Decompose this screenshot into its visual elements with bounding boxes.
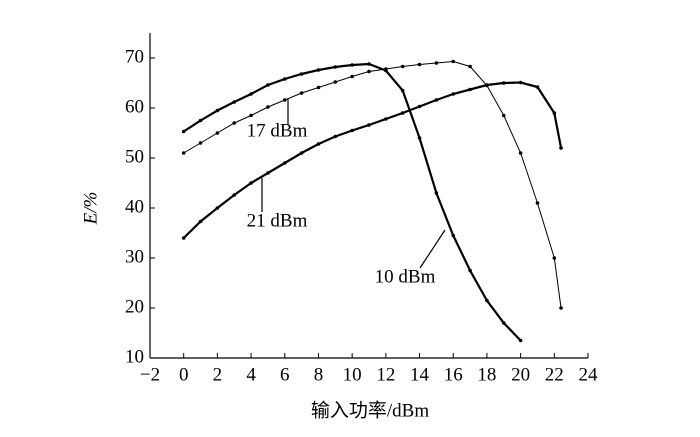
series-line [182,81,563,239]
y-tick-label: 30 [125,246,144,267]
x-tick-label: 8 [314,364,324,385]
point [266,105,270,109]
point [198,141,203,145]
point [333,134,338,139]
x-tick-label: 12 [376,364,395,385]
point [266,83,270,87]
point [535,85,540,89]
point [367,69,371,74]
leader-line [419,229,446,269]
series-label: 10 dBm [375,266,436,287]
point [485,298,489,303]
point [333,80,338,84]
point [249,92,253,96]
point [282,161,287,165]
point [434,191,439,195]
point [451,59,456,64]
point [181,236,186,240]
point [485,83,489,87]
x-tick-label: −2 [140,364,160,385]
point [350,74,354,79]
x-tick-label: 22 [545,364,564,385]
point [249,181,253,185]
point [468,87,472,92]
point [333,65,338,69]
point [316,85,321,90]
point [518,151,523,155]
series-line [183,62,522,342]
y-tick-label: 20 [125,296,144,317]
series-label: 17 dBm [247,120,308,141]
y-axis-label: E/% [80,192,101,226]
point [400,111,405,115]
point [501,81,506,85]
point [552,256,557,260]
point [535,201,540,205]
point [559,306,563,310]
x-tick-label: 0 [179,364,189,385]
x-tick-label: 24 [579,364,599,385]
x-tick-label: 16 [444,364,463,385]
y-tick-label: 60 [125,96,144,117]
point [417,62,422,67]
point [282,77,287,81]
point [417,104,422,109]
y-tick-label: 70 [125,46,144,67]
point [468,268,472,273]
point [215,131,220,135]
point [451,92,456,96]
point [232,121,237,125]
point [384,117,388,121]
point [215,206,220,210]
point [198,118,203,123]
point [501,113,506,118]
x-tick-label: 20 [511,364,530,385]
point [451,233,456,238]
point [434,61,439,65]
point [350,63,354,67]
series-label: 21 dBm [247,210,308,231]
point [559,146,563,150]
x-axis-label: 输入功率/dBm [311,399,429,421]
y-tick-label: 10 [125,346,144,367]
point [367,62,371,66]
point [299,151,304,155]
y-tick-label: 50 [125,146,144,167]
point [552,111,557,115]
point [468,64,472,69]
point [266,171,270,175]
x-tick-label: 10 [343,364,362,385]
point [316,68,321,72]
point [181,151,186,155]
x-tick-label: 18 [477,364,496,385]
point [282,98,287,102]
series-line [183,60,562,309]
point [232,193,237,197]
point [249,113,253,118]
point [299,91,304,95]
point [384,67,388,71]
point [367,123,371,127]
point [400,64,405,69]
point [434,98,439,102]
x-tick-label: 14 [410,364,430,385]
point [518,80,523,85]
point [501,321,506,325]
point [316,142,321,146]
point [417,136,422,140]
point [198,219,203,224]
point [215,108,220,113]
y-tick-label: 40 [125,196,144,217]
point [400,88,405,93]
point [232,100,237,104]
x-tick-label: 2 [213,364,223,385]
point [350,128,354,133]
point [518,338,523,343]
point [299,72,304,76]
x-tick-label: 4 [246,364,256,385]
x-tick-label: 6 [280,364,290,385]
point [181,129,186,134]
